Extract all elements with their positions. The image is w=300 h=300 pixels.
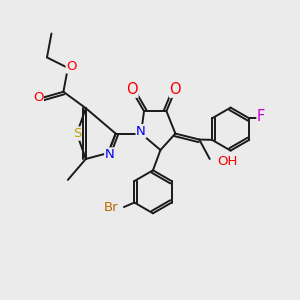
Text: O: O [169,82,181,97]
Text: N: N [105,148,115,161]
Text: F: F [257,110,265,124]
Text: O: O [66,60,77,73]
Text: Br: Br [103,201,118,214]
Text: OH: OH [217,155,238,168]
Text: O: O [126,82,138,97]
Text: O: O [33,91,43,104]
Text: N: N [136,125,146,138]
Text: S: S [73,127,81,140]
